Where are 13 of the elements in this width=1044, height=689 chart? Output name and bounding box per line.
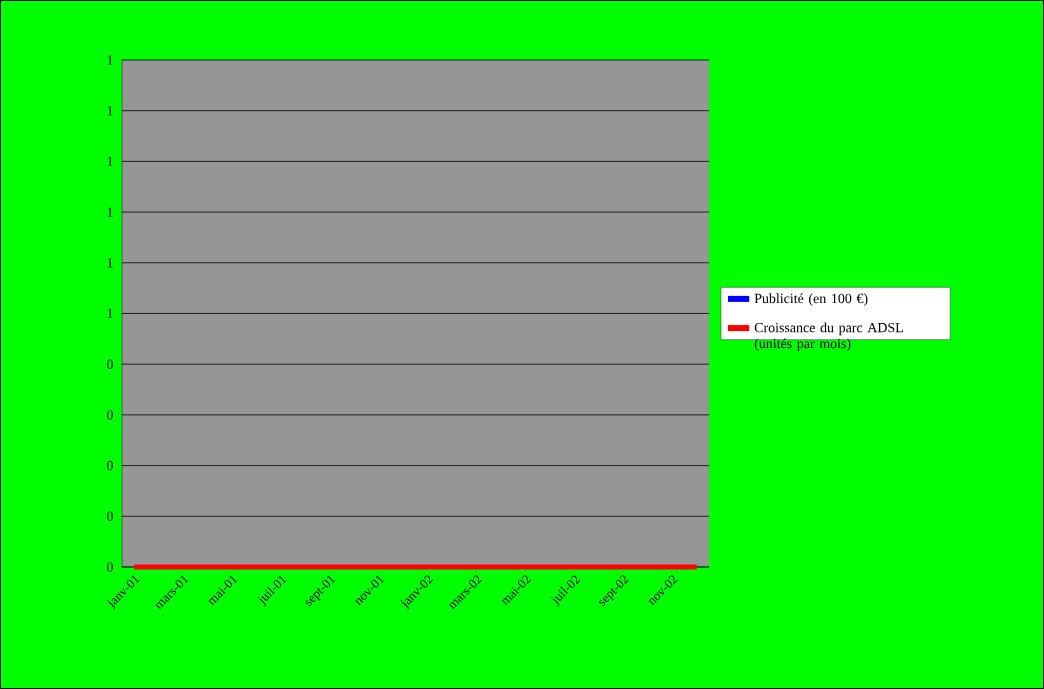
legend-label: Publicité (en 100 €) bbox=[754, 293, 868, 306]
y-tick-label: 0 bbox=[107, 410, 113, 420]
y-tick-label: 1 bbox=[107, 258, 113, 268]
y-tick-label: 0 bbox=[107, 359, 113, 369]
y-tick-label: 1 bbox=[107, 106, 113, 116]
y-tick-label: 1 bbox=[107, 55, 113, 65]
y-tick-label: 0 bbox=[107, 562, 113, 572]
y-tick-label: 0 bbox=[107, 511, 113, 521]
y-tick-label: 1 bbox=[107, 207, 113, 217]
y-tick-label: 1 bbox=[107, 156, 113, 166]
y-tick-label: 1 bbox=[107, 308, 113, 319]
y-tick-label: 0 bbox=[107, 460, 113, 471]
legend-label: Croissance du parc ADSL (unités par mois) bbox=[754, 322, 903, 352]
